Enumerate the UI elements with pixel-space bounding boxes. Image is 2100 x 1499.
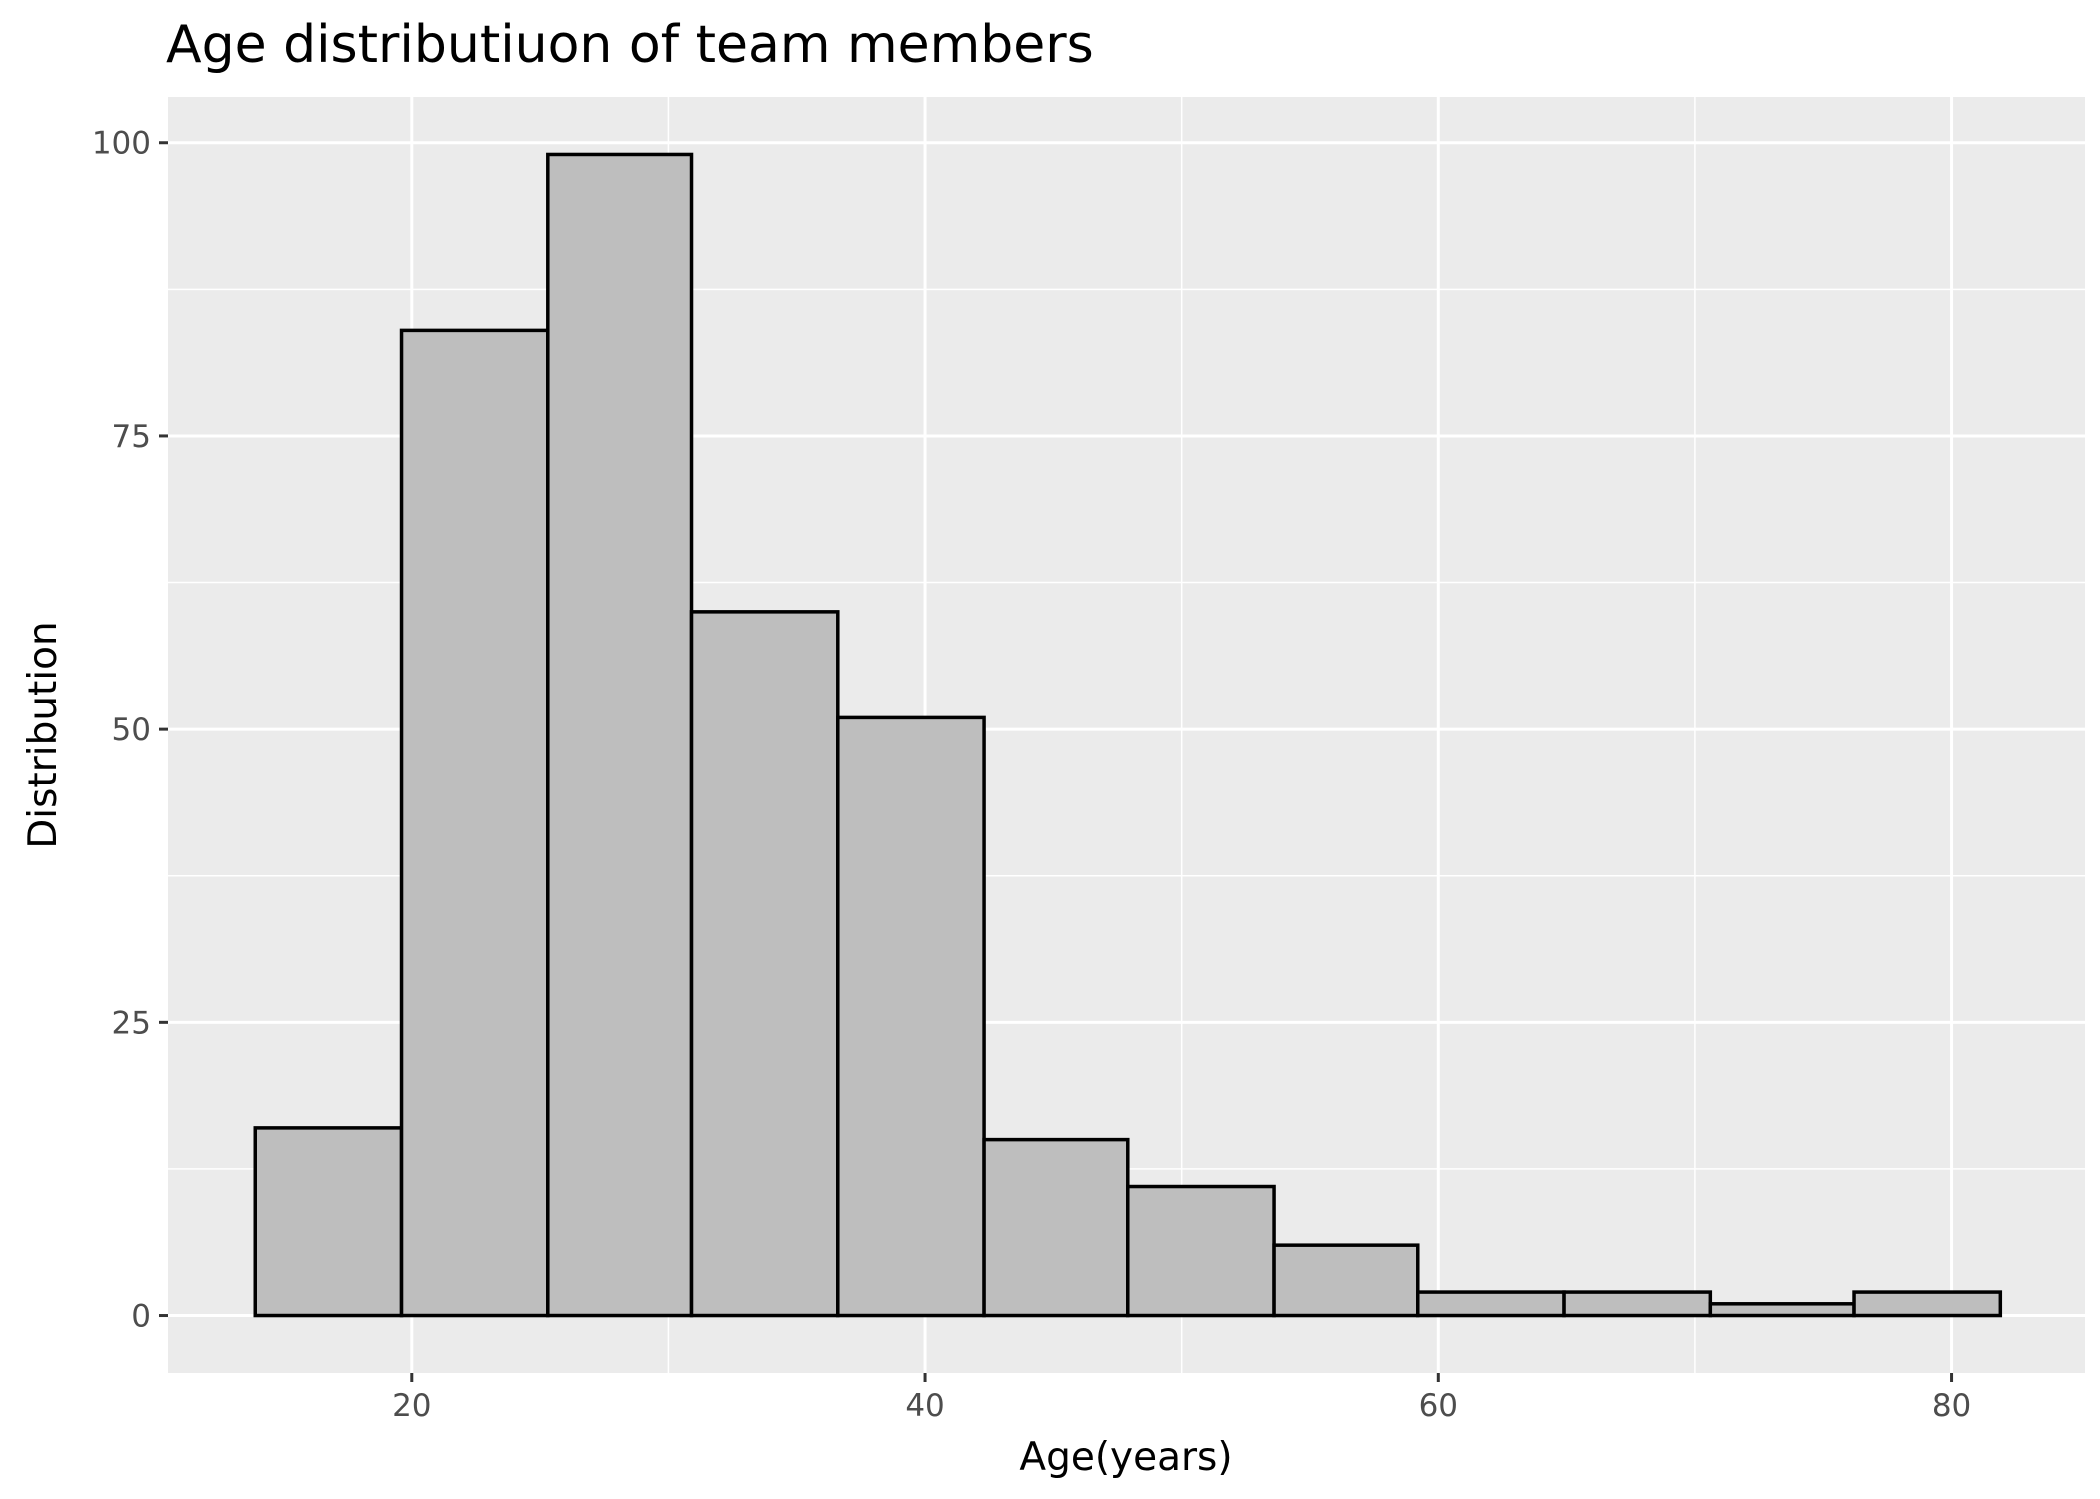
x-tick-label: 40 — [905, 1388, 944, 1424]
histogram-bar — [1272, 1243, 1420, 1318]
chart-title: Age distributiuon of team members — [166, 15, 1094, 75]
x-tick-label: 60 — [1419, 1388, 1458, 1424]
y-axis-title: Distribution — [21, 621, 66, 849]
histogram-bar — [546, 152, 694, 1318]
histogram-bar — [253, 1126, 404, 1318]
histogram-bar — [399, 328, 550, 1318]
y-tick-label: 100 — [92, 126, 151, 162]
histogram-bar — [1416, 1290, 1566, 1318]
y-tick-label: 50 — [112, 712, 151, 748]
x-axis: 20 40 60 80 — [392, 1373, 1971, 1424]
histogram-bar — [1852, 1290, 2003, 1318]
y-tick-label: 75 — [112, 419, 151, 455]
x-tick-label: 20 — [392, 1388, 431, 1424]
major-gridlines — [168, 97, 2085, 1373]
histogram-bar — [1562, 1290, 1713, 1318]
histogram-bar — [689, 610, 840, 1318]
x-axis-title: Age(years) — [1019, 1435, 1232, 1480]
y-tick-label: 25 — [112, 1005, 151, 1041]
histogram-bar — [1708, 1302, 1856, 1318]
y-tick-label: 0 — [131, 1299, 151, 1335]
histogram-bars — [253, 152, 2003, 1318]
x-tick-label: 80 — [1932, 1388, 1971, 1424]
histogram-bar — [836, 715, 986, 1318]
histogram-bar — [982, 1137, 1130, 1318]
y-axis: 0 25 50 75 100 — [92, 126, 168, 1335]
histogram-bar — [1126, 1184, 1276, 1318]
